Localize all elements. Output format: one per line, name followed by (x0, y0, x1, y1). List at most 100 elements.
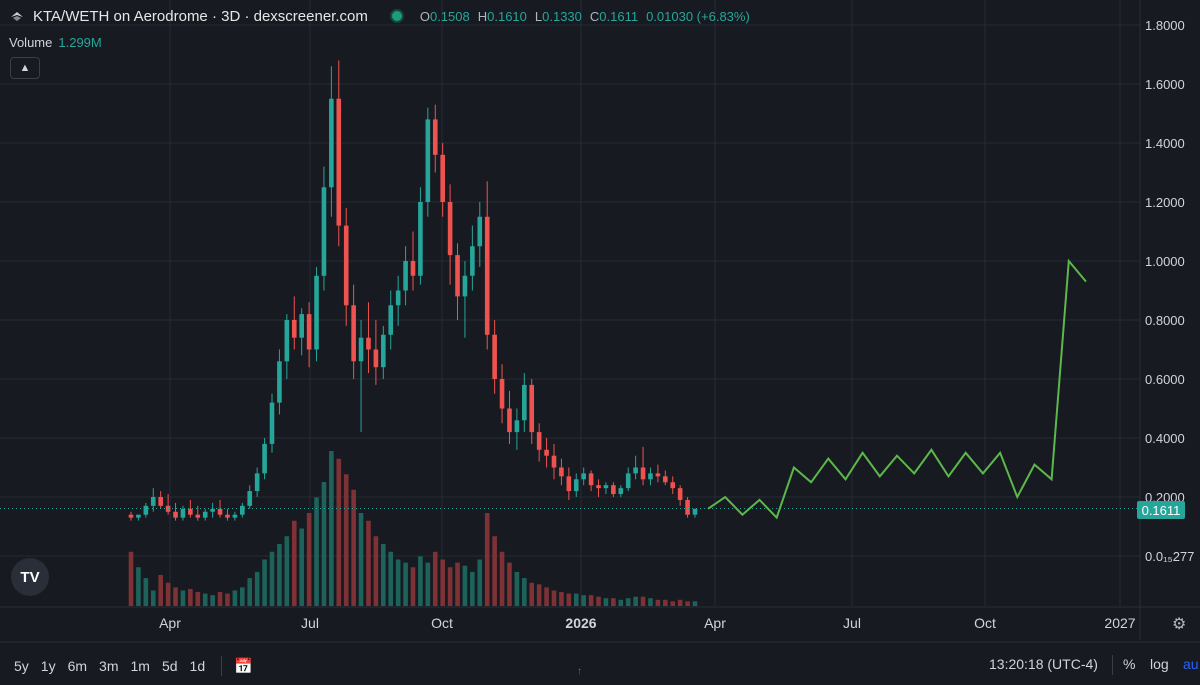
candle-body (440, 154, 445, 202)
candle-body (225, 514, 230, 518)
y-tick-label: 1.4000 (1145, 136, 1185, 151)
candle-body (366, 337, 371, 350)
volume-bar (188, 588, 193, 606)
open-value: 0.1508 (429, 8, 470, 24)
candle-body (306, 314, 312, 350)
volume-bar (566, 593, 572, 606)
volume-bar (640, 596, 646, 606)
candle-body (633, 467, 638, 474)
candle-body (321, 187, 327, 276)
clock-display[interactable]: 13:20:18 (UTC-4) (989, 656, 1098, 672)
y-tick-label: 0.6000 (1145, 372, 1185, 387)
close-label: C (589, 8, 600, 24)
volume-label: Volume (9, 35, 53, 50)
calendar-icon[interactable]: 📅 (234, 657, 253, 675)
range-1y-button[interactable]: 1y (40, 657, 56, 674)
candle-body (247, 491, 253, 506)
collapse-legend-button[interactable]: ▲ (10, 57, 40, 79)
tradingview-logo-icon[interactable]: TV (11, 558, 49, 596)
chevron-up-icon: ▲ (19, 62, 31, 74)
volume-bar (180, 590, 186, 606)
volume-bar (299, 528, 304, 606)
volume-bar (136, 567, 141, 606)
volume-bar (284, 536, 290, 606)
candle-body (388, 305, 394, 335)
volume-bar (158, 575, 163, 606)
volume-bar (395, 559, 401, 606)
volume-bar (195, 592, 201, 606)
volume-bar (692, 601, 698, 606)
resize-handle-icon[interactable]: ↑ (577, 666, 582, 677)
range-1m-button[interactable]: 1m (130, 657, 150, 674)
candle-body (284, 320, 290, 362)
candle-body (507, 408, 512, 433)
x-tick-label: Apr (704, 615, 726, 631)
volume-bar (551, 590, 557, 606)
chart-header: KTA/WETH on Aerodrome · 3D · dexscreener… (0, 0, 1140, 32)
settings-icon[interactable]: ⚙ (1172, 616, 1187, 633)
candle-body (269, 402, 275, 444)
percent-scale-button[interactable]: % (1123, 656, 1136, 672)
volume-bar (410, 567, 416, 606)
candle-body (484, 216, 490, 335)
range-6m-button[interactable]: 6m (67, 657, 88, 674)
candle-body (158, 497, 163, 506)
y-tick-label: 0.4000 (1145, 431, 1185, 446)
candle-body (603, 485, 609, 489)
volume-value: 1.299M (58, 35, 102, 50)
toolbar-divider-right (1112, 655, 1113, 675)
x-tick-label: 2026 (565, 615, 596, 631)
candle-body (655, 473, 661, 477)
volume-bar (306, 513, 312, 606)
range-1d-button[interactable]: 1d (189, 657, 206, 674)
volume-bar (173, 587, 178, 606)
volume-bar (507, 562, 512, 606)
candle-body (670, 482, 676, 489)
volume-bar (247, 578, 253, 606)
volume-bar (366, 520, 371, 606)
volume-bar (581, 595, 586, 606)
candle-body (329, 98, 334, 188)
candle-body (410, 261, 416, 276)
volume-bar (455, 562, 460, 606)
candle-body (625, 473, 631, 489)
volume-bar (559, 592, 564, 606)
volume-bar (277, 544, 282, 606)
volume-bar (588, 595, 594, 606)
volume-bar (321, 482, 327, 606)
range-3m-button[interactable]: 3m (99, 657, 119, 674)
volume-bar (670, 601, 676, 606)
low-value: 0.1330 (542, 8, 582, 24)
candle-body (522, 384, 527, 421)
candle-body (559, 467, 564, 477)
volume-bar (262, 559, 267, 606)
candle-body (455, 255, 460, 297)
volume-bar (536, 584, 542, 606)
volume-bar (462, 565, 468, 606)
range-5d-button[interactable]: 5d (161, 657, 178, 674)
toolbar-divider (221, 655, 223, 676)
volume-bar (663, 599, 668, 606)
candle-body (395, 290, 401, 306)
log-scale-button[interactable]: log (1150, 656, 1169, 672)
volume-bar (202, 593, 208, 606)
last-price-tag: 0.1611 (1137, 501, 1185, 519)
candle-body (136, 514, 141, 518)
bottom-toolbar: 5y 1y 6m 3m 1m 5d 1d 📅 13:20:18 (UTC-4) … (0, 646, 1200, 685)
volume-bar (655, 599, 661, 606)
x-tick-label: Oct (431, 615, 453, 631)
candle-body (648, 473, 653, 480)
range-5y-button[interactable]: 5y (14, 657, 29, 674)
candle-body (418, 202, 423, 276)
candle-body (143, 505, 149, 515)
volume-bar (269, 551, 275, 606)
volume-bar (232, 590, 238, 606)
volume-bar (358, 513, 364, 606)
candle-body (499, 379, 505, 409)
candle-body (536, 432, 542, 450)
volume-bar (625, 598, 631, 606)
volume-bar (150, 590, 156, 606)
volume-legend: Volume 1.299M (9, 35, 102, 50)
auto-scale-button[interactable]: au (1183, 656, 1199, 672)
